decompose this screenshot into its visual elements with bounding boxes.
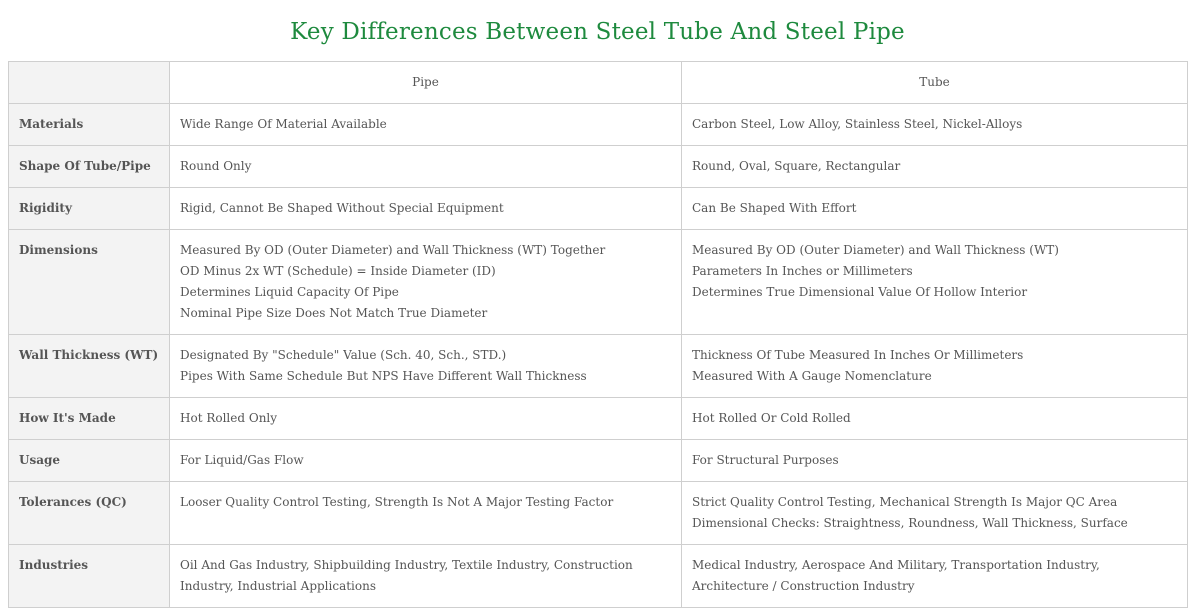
- tube-cell: Carbon Steel, Low Alloy, Stainless Steel…: [681, 103, 1188, 146]
- cell-line: Rigid, Cannot Be Shaped Without Special …: [180, 201, 504, 215]
- cell-line: Round Only: [180, 159, 252, 173]
- row-label: Usage: [8, 439, 170, 482]
- pipe-cell: Measured By OD (Outer Diameter) and Wall…: [169, 229, 682, 335]
- tube-cell: Strict Quality Control Testing, Mechanic…: [681, 481, 1188, 545]
- row-label: Dimensions: [8, 229, 170, 335]
- header-pipe: Pipe: [169, 61, 682, 104]
- cell-line: Strict Quality Control Testing, Mechanic…: [692, 495, 1118, 509]
- pipe-cell: For Liquid/Gas Flow: [169, 439, 682, 482]
- table-row: Usage For Liquid/Gas Flow For Structural P…: [8, 439, 1188, 482]
- row-label: How It's Made: [8, 397, 170, 440]
- table-row: Tolerances (QC) Looser Quality Control Te…: [8, 481, 1188, 545]
- table-row: Industries Oil And Gas Industry, Shipbuil…: [8, 544, 1188, 608]
- cell-line: Parameters In Inches or Millimeters: [692, 264, 913, 278]
- pipe-cell: Looser Quality Control Testing, Strength…: [169, 481, 682, 545]
- pipe-cell: Wide Range Of Material Available: [169, 103, 682, 146]
- row-label: Tolerances (QC): [8, 481, 170, 545]
- header-empty: [8, 61, 170, 104]
- comparison-table: Pipe Tube Materials Wide Range Of Materia…: [8, 61, 1188, 608]
- cell-line: Round, Oval, Square, Rectangular: [692, 159, 901, 173]
- cell-line: Can Be Shaped With Effort: [692, 201, 857, 215]
- cell-line: Thickness Of Tube Measured In Inches Or …: [692, 348, 1024, 362]
- cell-line: Oil And Gas Industry, Shipbuilding Indus…: [180, 558, 633, 593]
- cell-line: Measured By OD (Outer Diameter) and Wall…: [692, 243, 1059, 257]
- pipe-cell: Round Only: [169, 145, 682, 188]
- table-header-row: Pipe Tube: [8, 61, 1188, 104]
- cell-line: Designated By "Schedule" Value (Sch. 40,…: [180, 348, 507, 362]
- cell-line: For Structural Purposes: [692, 453, 839, 467]
- tube-cell: Medical Industry, Aerospace And Military…: [681, 544, 1188, 608]
- tube-cell: Round, Oval, Square, Rectangular: [681, 145, 1188, 188]
- cell-line: Nominal Pipe Size Does Not Match True Di…: [180, 306, 488, 320]
- tube-cell: Hot Rolled Or Cold Rolled: [681, 397, 1188, 440]
- cell-line: Measured With A Gauge Nomenclature: [692, 369, 932, 383]
- header-tube: Tube: [681, 61, 1188, 104]
- cell-line: Hot Rolled Or Cold Rolled: [692, 411, 851, 425]
- pipe-cell: Hot Rolled Only: [169, 397, 682, 440]
- cell-line: Determines Liquid Capacity Of Pipe: [180, 285, 399, 299]
- row-label: Shape Of Tube/Pipe: [8, 145, 170, 188]
- pipe-cell: Oil And Gas Industry, Shipbuilding Indus…: [169, 544, 682, 608]
- tube-cell: Measured By OD (Outer Diameter) and Wall…: [681, 229, 1188, 335]
- row-label: Rigidity: [8, 187, 170, 230]
- table-row: Dimensions Measured By OD (Outer Diameter…: [8, 229, 1188, 335]
- table-row: Wall Thickness (WT) Designated By "Schedu…: [8, 334, 1188, 398]
- tube-cell: Can Be Shaped With Effort: [681, 187, 1188, 230]
- table-row: Shape Of Tube/Pipe Round Only Round, Oval,…: [8, 145, 1188, 188]
- cell-line: Determines True Dimensional Value Of Hol…: [692, 285, 1028, 299]
- cell-line: Dimensional Checks: Straightness, Roundn…: [692, 516, 1128, 530]
- cell-line: Medical Industry, Aerospace And Military…: [692, 558, 1100, 593]
- table-row: Materials Wide Range Of Material Availabl…: [8, 103, 1188, 146]
- page-title: Key Differences Between Steel Tube And S…: [290, 19, 905, 45]
- cell-line: Measured By OD (Outer Diameter) and Wall…: [180, 243, 606, 257]
- cell-line: Wide Range Of Material Available: [180, 117, 387, 131]
- row-label: Materials: [8, 103, 170, 146]
- cell-line: Looser Quality Control Testing, Strength…: [180, 495, 614, 509]
- row-label: Industries: [8, 544, 170, 608]
- tube-cell: Thickness Of Tube Measured In Inches Or …: [681, 334, 1188, 398]
- tube-cell: For Structural Purposes: [681, 439, 1188, 482]
- pipe-cell: Rigid, Cannot Be Shaped Without Special …: [169, 187, 682, 230]
- row-label: Wall Thickness (WT): [8, 334, 170, 398]
- pipe-cell: Designated By "Schedule" Value (Sch. 40,…: [169, 334, 682, 398]
- cell-line: Pipes With Same Schedule But NPS Have Di…: [180, 369, 587, 383]
- cell-line: For Liquid/Gas Flow: [180, 453, 304, 467]
- table-row: How It's Made Hot Rolled Only Hot Rolled O…: [8, 397, 1188, 440]
- table-row: Rigidity Rigid, Cannot Be Shaped Without …: [8, 187, 1188, 230]
- cell-line: Carbon Steel, Low Alloy, Stainless Steel…: [692, 117, 1023, 131]
- cell-line: OD Minus 2x WT (Schedule) = Inside Diame…: [180, 264, 496, 278]
- cell-line: Hot Rolled Only: [180, 411, 278, 425]
